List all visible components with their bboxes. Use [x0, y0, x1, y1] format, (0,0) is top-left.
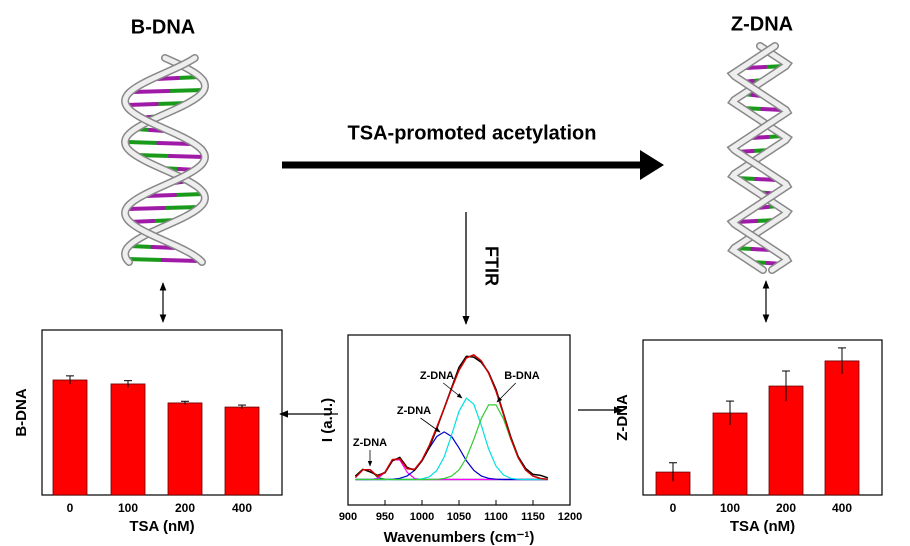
x-tick-label: 200	[175, 501, 195, 515]
backbone	[122, 55, 208, 265]
z-dna-title: Z-DNA	[731, 13, 793, 35]
base-pair	[172, 192, 206, 197]
ftir-label: FTIR	[481, 246, 501, 286]
x-axis-label: TSA (nM)	[730, 518, 795, 535]
x-tick-label: 400	[232, 501, 252, 515]
backbone	[729, 43, 791, 273]
base-pair	[167, 154, 207, 159]
process-label: TSA-promoted acetylation	[348, 122, 597, 144]
bar	[167, 402, 203, 496]
base-pair	[130, 89, 171, 94]
base-pair	[125, 206, 166, 211]
x-tick-label: 1050	[447, 511, 471, 523]
x-tick-label: 100	[720, 501, 740, 515]
bar	[52, 379, 88, 496]
plot-frame	[41, 329, 283, 496]
x-tick-label: 0	[67, 501, 74, 515]
bar	[110, 383, 146, 496]
annotation: Z-DNA	[353, 437, 387, 449]
x-tick-label: 1100	[484, 511, 508, 523]
annotation: B-DNA	[504, 370, 539, 382]
spectrum-line	[354, 354, 548, 481]
x-tick-label: 1000	[410, 511, 434, 523]
x-tick-label: 0	[670, 501, 677, 515]
plot-frame	[642, 339, 883, 496]
y-axis-label: B-DNA	[13, 388, 30, 436]
process-arrowhead	[640, 150, 664, 180]
b-dna-title: B-DNA	[131, 16, 195, 38]
annotation-arrow	[420, 417, 441, 433]
base-pair	[166, 88, 206, 93]
x-tick-label: 100	[118, 501, 138, 515]
base-pair	[123, 140, 161, 145]
y-axis-label: I (a.u.)	[319, 398, 336, 442]
bar	[824, 360, 860, 496]
base-pair	[156, 141, 194, 146]
x-tick-label: 400	[832, 501, 852, 515]
annotation: Z-DNA	[420, 370, 454, 382]
x-tick-label: 900	[339, 511, 357, 523]
bar	[224, 406, 260, 496]
x-axis-label: Wavenumbers (cm⁻¹)	[384, 529, 535, 546]
bar	[768, 385, 804, 496]
base-pair	[160, 258, 201, 263]
base-pair	[124, 257, 165, 262]
annotation-arrow	[443, 382, 463, 399]
x-axis-label: TSA (nM)	[129, 518, 194, 535]
spectrum-line	[354, 469, 548, 481]
annotation: Z-DNA	[397, 405, 431, 417]
x-tick-label: 1150	[521, 511, 545, 523]
backbone	[728, 43, 791, 273]
x-tick-label: 950	[376, 511, 394, 523]
x-tick-label: 200	[776, 501, 796, 515]
bar	[712, 412, 748, 496]
x-tick-label: 1200	[558, 511, 582, 523]
annotation-arrow	[496, 382, 517, 403]
y-axis-label: Z-DNA	[614, 394, 631, 441]
backbone	[122, 55, 208, 265]
